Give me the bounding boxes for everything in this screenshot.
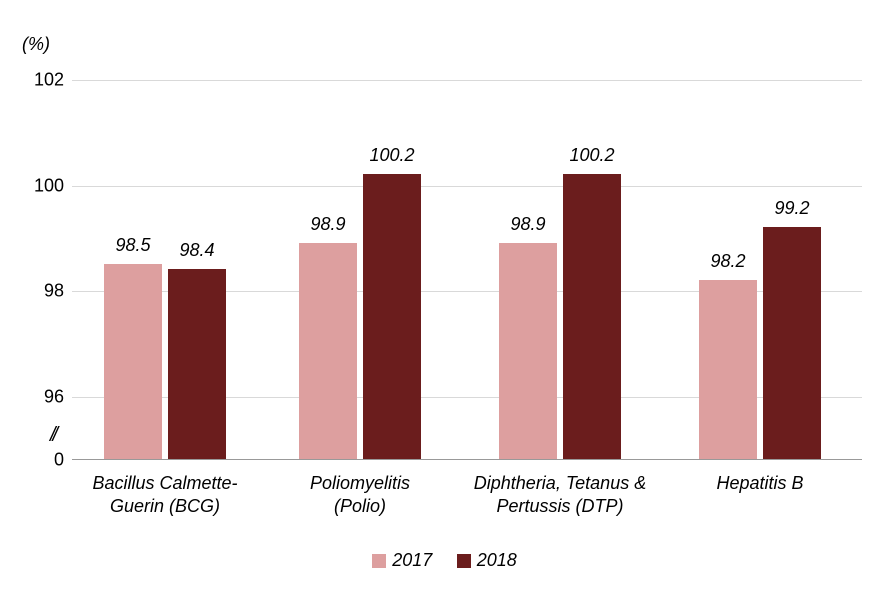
bar-value-label: 98.2	[710, 251, 745, 272]
bar-value-label: 100.2	[569, 145, 614, 166]
legend-swatch-icon	[372, 554, 386, 568]
category-label: Bacillus Calmette- Guerin (BCG)	[92, 472, 237, 519]
axis-break-icon: //	[50, 424, 55, 447]
bar-value-label: 98.5	[115, 235, 150, 256]
y-tick-label: 0	[54, 450, 64, 471]
legend-swatch-icon	[457, 554, 471, 568]
category-label: Hepatitis B	[716, 472, 803, 495]
bar-2017-dtp	[499, 243, 557, 459]
y-tick-label: 102	[34, 70, 64, 91]
bar-value-label: 98.4	[179, 240, 214, 261]
category-label: Diphtheria, Tetanus & Pertussis (DTP)	[474, 472, 646, 519]
bar-value-label: 100.2	[369, 145, 414, 166]
legend-label: 2017	[392, 550, 432, 571]
legend-item-2018: 2018	[457, 550, 517, 571]
bar-2018-dtp	[563, 174, 621, 459]
bar-value-label: 98.9	[510, 214, 545, 235]
bar-2018-hepb	[763, 227, 821, 459]
bar-value-label: 99.2	[774, 198, 809, 219]
bar-2017-polio	[299, 243, 357, 459]
bar-2018-bcg	[168, 269, 226, 459]
bar-2017-hepb	[699, 280, 757, 459]
plot-area: 98.5 98.4 98.9 100.2 98.9 100.2 98.2 99.…	[72, 80, 862, 460]
category-label: Poliomyelitis (Polio)	[310, 472, 410, 519]
bar-2018-polio	[363, 174, 421, 459]
y-tick-label: 100	[34, 175, 64, 196]
y-axis-label: (%)	[22, 34, 50, 55]
vaccination-bar-chart: (%) 102 100 98 96 0 // 98.5 98.4 98.9 10…	[0, 0, 889, 593]
y-tick-label: 96	[44, 386, 64, 407]
legend-item-2017: 2017	[372, 550, 432, 571]
bar-value-label: 98.9	[310, 214, 345, 235]
legend: 2017 2018	[0, 550, 889, 573]
y-tick-label: 98	[44, 281, 64, 302]
bar-2017-bcg	[104, 264, 162, 459]
legend-label: 2018	[477, 550, 517, 571]
